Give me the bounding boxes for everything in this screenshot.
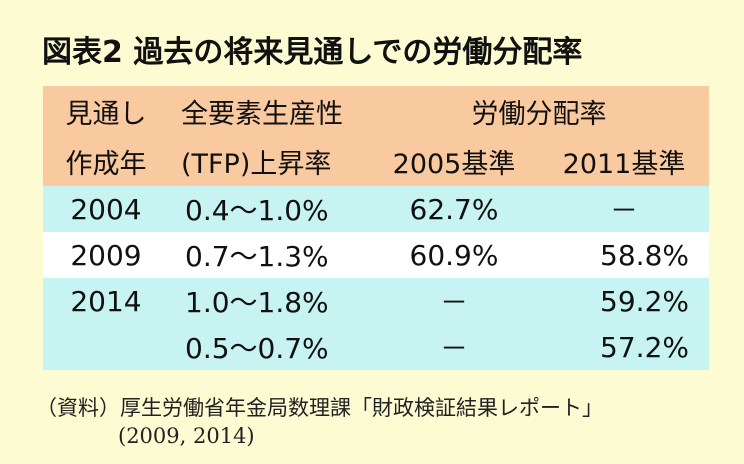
figure-title: 図表2 過去の将来見通しでの労働分配率 [42,35,583,70]
cell-base-2005: － [369,278,539,324]
cell-year: 2014 [43,278,169,324]
header-tfp-line2: (TFP)上昇率 [169,136,369,186]
cell-year [43,324,169,370]
table-row: 2014 1.0～1.8% － 59.2% [43,278,709,324]
source-note: （資料）厚生労働省年金局数理課「財政検証結果レポート」 [36,396,603,420]
cell-tfp: 0.7～1.3% [169,232,369,278]
cell-base-2005: 60.9% [369,232,539,278]
header-row-1: 見通し 全要素生産性 労働分配率 [43,86,709,136]
header-base-2005: 2005基準 [369,136,539,186]
header-row-2: 作成年 (TFP)上昇率 2005基準 2011基準 [43,136,709,186]
header-forecast-year-line1: 見通し [43,86,169,136]
table-row: 2004 0.4～1.0% 62.7% － [43,186,709,232]
cell-year: 2004 [43,186,169,232]
cell-base-2011: 59.2% [539,278,709,324]
cell-base-2011: 58.8% [539,232,709,278]
table-row: 0.5～0.7% － 57.2% [43,324,709,370]
header-forecast-year-line2: 作成年 [43,136,169,186]
header-tfp-line1: 全要素生産性 [169,86,369,136]
labor-share-table: 見通し 全要素生産性 労働分配率 作成年 (TFP)上昇率 2005基準 201… [43,86,709,370]
cell-tfp: 0.5～0.7% [169,324,369,370]
table-row: 2009 0.7～1.3% 60.9% 58.8% [43,232,709,278]
header-base-2011: 2011基準 [539,136,709,186]
cell-tfp: 1.0～1.8% [169,278,369,324]
cell-year: 2009 [43,232,169,278]
cell-tfp: 0.4～1.0% [169,186,369,232]
cell-base-2005: 62.7% [369,186,539,232]
cell-base-2011: 57.2% [539,324,709,370]
cell-base-2005: － [369,324,539,370]
cell-base-2011: － [539,186,709,232]
header-labor-share-group: 労働分配率 [369,86,709,136]
source-note-years: (2009, 2014) [118,424,255,448]
